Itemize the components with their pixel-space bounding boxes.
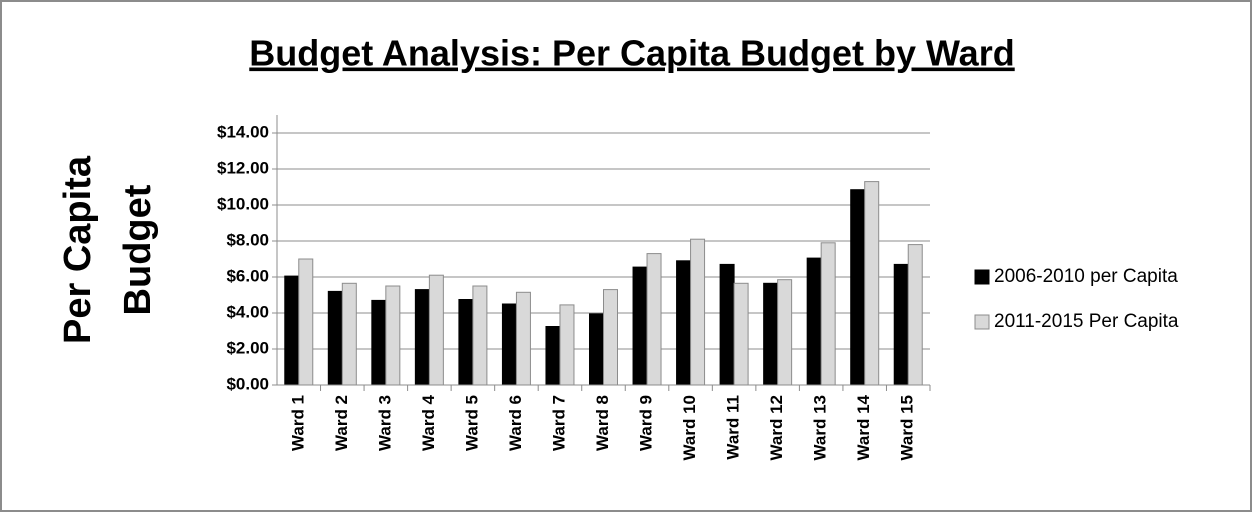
y-tick-label: $8.00 [226,230,269,249]
x-tick-label: Ward 6 [506,395,525,451]
bar [472,285,488,386]
x-tick-label: Ward 3 [375,395,394,451]
bar [806,257,822,386]
x-tick-label: Ward 14 [854,394,873,460]
bar [864,181,880,386]
x-tick-label: Ward 8 [593,395,612,451]
bar [559,304,575,386]
bar [733,282,749,386]
x-tick-label: Ward 15 [898,395,917,461]
bar [589,313,604,386]
x-tick-label: Ward 13 [811,395,830,461]
legend-label: 2006-2010 per Capita [994,266,1178,287]
bar [327,290,343,386]
bar [719,263,735,386]
bar [646,253,662,386]
y-tick-label: $2.00 [226,338,269,357]
chart-title: Budget Analysis: Per Capita Budget by Wa… [249,33,1014,74]
bar [501,303,517,386]
bar [458,299,474,386]
legend-swatch [974,314,990,330]
x-tick-label: Ward 11 [724,395,743,460]
x-tick-label: Ward 4 [419,394,438,451]
x-tick-label: Ward 9 [637,395,656,451]
bar [907,244,923,386]
legend-label: 2011-2015 Per Capita [994,311,1179,332]
bar [414,289,430,386]
x-tick-label: Ward 2 [332,395,351,451]
bar [603,289,618,386]
bar [515,291,531,386]
bar [428,274,444,386]
x-tick-label: Ward 5 [462,395,481,451]
y-tick-label: $12.00 [217,158,269,177]
y-tick-label: $14.00 [217,122,269,141]
bar [690,238,706,386]
bar [820,242,836,386]
bar [777,279,793,386]
bar [632,266,648,386]
y-axis-label: Budget [117,184,159,315]
bar [298,258,314,386]
bar [545,326,561,386]
y-tick-label: $6.00 [226,266,269,285]
bar [676,260,692,386]
bar [371,299,387,386]
bar [385,285,401,386]
bar [893,263,909,386]
legend-swatch [974,269,990,285]
bar [850,189,866,386]
x-tick-label: Ward 12 [767,395,786,461]
y-axis-label: Per Capita [57,155,99,344]
y-tick-label: $0.00 [226,374,269,393]
y-tick-label: $4.00 [226,302,269,321]
x-tick-label: Ward 7 [549,395,568,451]
y-tick-label: $10.00 [217,194,269,213]
bar [341,282,357,386]
bar [284,275,300,386]
x-tick-label: Ward 10 [680,395,699,461]
bar [763,282,779,386]
x-tick-label: Ward 1 [288,395,307,451]
